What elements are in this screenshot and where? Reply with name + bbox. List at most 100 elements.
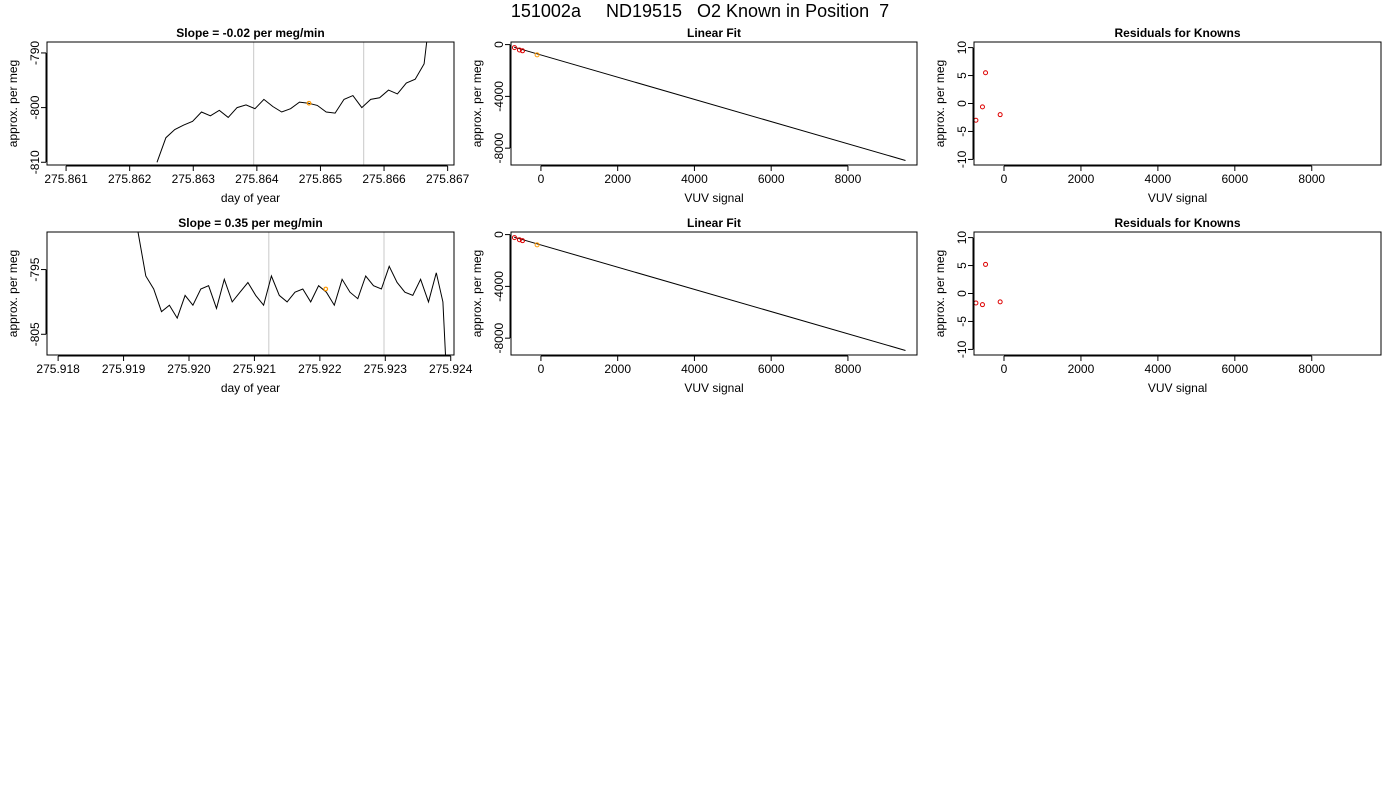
x-tick-label: 275.923 — [364, 362, 408, 376]
x-tick-label: 275.921 — [233, 362, 277, 376]
y-tick-label: 0 — [492, 231, 506, 238]
scatter-point — [511, 235, 517, 241]
scatter-point — [997, 112, 1003, 118]
x-axis-label: day of year — [221, 191, 280, 205]
plot-frame — [510, 41, 918, 166]
scatter-point — [979, 302, 985, 308]
x-axis-label: VUV signal — [1148, 191, 1207, 205]
x-tick-label: 275.864 — [235, 172, 279, 186]
y-axis: 10 5 0 -5 -10 — [955, 41, 974, 168]
chart-title: Linear Fit — [687, 26, 741, 40]
scatter-point — [974, 300, 979, 306]
y-tick-label: -790 — [28, 41, 42, 65]
x-tick-label: 275.918 — [36, 362, 80, 376]
x-tick-label: 6000 — [758, 172, 785, 186]
plot-area — [511, 235, 906, 351]
x-tick-label: 275.861 — [44, 172, 88, 186]
plot-area — [974, 261, 1003, 308]
x-axis-label: VUV signal — [684, 191, 743, 205]
x-tick-label: 2000 — [1068, 172, 1095, 186]
y-axis: 10 5 0 -5 -10 — [955, 231, 974, 358]
x-axis: 275.918 275.919 275.920 275.921 275.922 275.9… — [36, 355, 473, 376]
scatter-point — [516, 47, 522, 53]
y-tick-label: 5 — [955, 72, 969, 79]
x-tick-label: 275.866 — [362, 172, 406, 186]
x-tick-label: 0 — [538, 172, 545, 186]
y-tick-label: -5 — [955, 126, 969, 137]
x-tick-label: 6000 — [1221, 172, 1248, 186]
plot-frame — [973, 41, 1382, 166]
scatter-point — [511, 45, 517, 51]
plot-frame — [46, 41, 455, 166]
chart-title: Residuals for Knowns — [1114, 26, 1240, 40]
plot-area — [137, 232, 446, 355]
data-series-line — [156, 42, 428, 163]
highlight-point — [534, 242, 540, 248]
scatter-point — [997, 299, 1003, 305]
data-series-line — [137, 232, 446, 355]
plot-frame — [510, 231, 918, 356]
x-axis: 0 2000 4000 6000 8000 — [538, 165, 862, 186]
scatter-point — [983, 70, 989, 76]
x-axis-label: VUV signal — [1148, 381, 1207, 395]
y-axis: 0 -4000 -8000 — [492, 231, 511, 354]
x-tick-label: 2000 — [604, 172, 631, 186]
page-title: 151002a ND19515 O2 Known in Position 7 — [510, 1, 890, 21]
chart-res2: Residuals for Knowns 0 2000 4000 6000 8000 VUV… — [933, 216, 1382, 395]
y-tick-label: -810 — [28, 150, 42, 174]
fit-line — [513, 46, 906, 161]
highlight-point — [534, 52, 540, 58]
y-axis-label: approx. per meg — [470, 250, 484, 337]
highlight-point — [323, 286, 329, 292]
y-tick-label: -5 — [955, 316, 969, 327]
y-axis: -795 -805 — [28, 257, 47, 346]
plot-area — [974, 70, 1003, 123]
y-axis-label: approx. per meg — [470, 60, 484, 147]
y-tick-label: -795 — [28, 257, 42, 281]
chart-fit1: Linear Fit 0 2000 4000 6000 8000 VUV signal 0 -4… — [470, 26, 918, 205]
x-tick-label: 8000 — [835, 172, 862, 186]
x-axis: 0 2000 4000 6000 8000 — [538, 355, 862, 376]
x-tick-label: 0 — [1001, 362, 1008, 376]
y-tick-label: -805 — [28, 322, 42, 346]
x-tick-label: 275.867 — [426, 172, 470, 186]
y-axis-label: approx. per meg — [933, 250, 947, 337]
x-tick-label: 2000 — [1068, 362, 1095, 376]
fit-line — [513, 236, 906, 351]
x-axis-label: day of year — [221, 381, 280, 395]
plot-frame — [973, 231, 1382, 356]
chart-title: Linear Fit — [687, 216, 741, 230]
x-tick-label: 6000 — [1221, 362, 1248, 376]
x-tick-label: 275.919 — [102, 362, 146, 376]
y-tick-label: -4000 — [492, 271, 506, 302]
x-tick-label: 275.922 — [298, 362, 342, 376]
chart-fit2: Linear Fit 0 2000 4000 6000 8000 VUV signal 0 -4… — [470, 216, 918, 395]
x-tick-label: 8000 — [1298, 362, 1325, 376]
y-tick-label: 0 — [955, 100, 969, 107]
y-tick-label: -8000 — [492, 323, 506, 354]
scatter-point — [983, 261, 989, 267]
scatter-point — [979, 104, 985, 110]
y-tick-label: -10 — [955, 150, 969, 168]
chart-title: Slope = -0.02 per meg/min — [176, 26, 324, 40]
scatter-point — [516, 237, 522, 243]
y-tick-label: -10 — [955, 340, 969, 358]
x-tick-label: 4000 — [681, 172, 708, 186]
y-axis: 0 -4000 -8000 — [492, 41, 511, 164]
scatter-point — [520, 238, 526, 244]
x-tick-label: 275.924 — [429, 362, 473, 376]
x-axis-label: VUV signal — [684, 381, 743, 395]
y-tick-label: 5 — [955, 262, 969, 269]
x-tick-label: 4000 — [1145, 172, 1172, 186]
x-tick-label: 8000 — [835, 362, 862, 376]
y-tick-label: -4000 — [492, 81, 506, 112]
highlight-point — [306, 100, 312, 106]
plot-area — [511, 45, 906, 161]
x-tick-label: 275.863 — [172, 172, 216, 186]
y-tick-label: 0 — [492, 41, 506, 48]
x-tick-label: 275.920 — [167, 362, 211, 376]
x-tick-label: 4000 — [681, 362, 708, 376]
y-tick-label: -8000 — [492, 133, 506, 164]
